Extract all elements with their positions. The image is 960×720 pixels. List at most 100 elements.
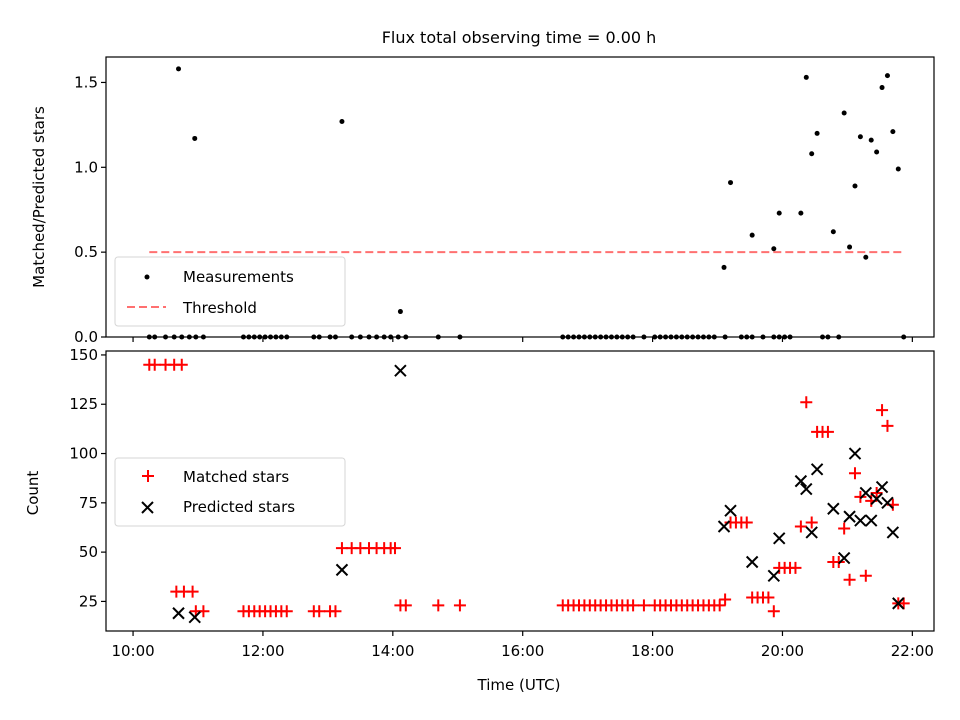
measurement-point	[830, 229, 836, 235]
bottom-y-tick-label: 50	[79, 543, 98, 561]
matched-stars-point	[767, 605, 780, 618]
measurement-point	[879, 85, 885, 91]
top-y-ticks: 0.0 0.5 1.0 1.5	[74, 73, 106, 346]
predicted-stars-point	[717, 520, 731, 533]
matched-stars-point	[713, 599, 726, 612]
matched-stars-point	[719, 593, 732, 606]
measurement-point	[890, 129, 896, 135]
predicted-stars-point	[810, 463, 824, 476]
bottom-x-ticks: 10:00 12:00 14:00 16:00 18:00 20:00 22:00	[111, 631, 934, 660]
measurement-point	[397, 309, 403, 315]
top-y-tick-label: 0.5	[74, 243, 98, 261]
predicted-stars-point	[745, 555, 759, 569]
predicted-stars-point	[335, 563, 349, 577]
legend-measurements-swatch	[144, 274, 150, 280]
top-legend-frame	[114, 256, 346, 327]
matched-stars-point	[870, 486, 883, 499]
measurement-point	[176, 66, 182, 72]
predicted-stars-point	[854, 514, 867, 527]
bottom-axes-frame	[105, 350, 935, 632]
bottom-x-tick-label: 18:00	[631, 642, 674, 660]
matched-stars-point	[832, 555, 845, 568]
bottom-y-ticks: 25 50 75 100 125 150	[69, 346, 106, 610]
matched-stars-point	[821, 425, 834, 438]
bottom-y-tick-label: 150	[69, 346, 98, 364]
measurement-point	[814, 130, 820, 136]
top-panel: 0.0 0.5 1.0 1.5 Matched/Predicted stars Mea…	[30, 56, 935, 346]
bottom-legend-frame	[114, 457, 346, 527]
predicted-stars-point	[773, 532, 786, 545]
matched-stars-point	[881, 419, 894, 432]
matched-stars-point	[175, 358, 188, 371]
matched-stars-point	[789, 561, 802, 574]
legend-predicted-swatch	[141, 501, 154, 514]
bottom-panel: 25 50 75 100 125 150 10:00 12:00 14:00 16:00 18:0…	[24, 346, 935, 694]
predicted-stars-point	[892, 597, 905, 610]
matched-stars-point	[876, 404, 889, 417]
measurement-point	[895, 166, 901, 172]
predicted-stars-point	[886, 526, 900, 539]
bottom-x-tick-label: 20:00	[761, 642, 804, 660]
measurement-point	[847, 244, 853, 250]
bottom-x-tick-label: 10:00	[111, 642, 154, 660]
predicted-stars-point	[843, 510, 856, 523]
predicted-stars-point	[865, 514, 878, 527]
matched-stars-point	[432, 599, 445, 612]
measurement-point	[809, 151, 815, 157]
bottom-x-tick-label: 16:00	[501, 642, 544, 660]
predicted-stars-point	[188, 610, 201, 624]
chart-title: Flux total observing time = 0.00 h	[382, 28, 657, 47]
matched-stars-point	[843, 573, 856, 586]
matched-stars-point	[186, 585, 199, 598]
top-y-tick-label: 1.0	[74, 158, 98, 176]
measurement-point	[868, 137, 874, 143]
predicted-stars-point	[767, 569, 781, 582]
measurement-point	[749, 232, 755, 238]
bottom-y-tick-label: 125	[69, 395, 98, 413]
measurement-point	[874, 149, 880, 155]
measurement-point	[776, 210, 782, 216]
top-y-tick-label: 0.0	[74, 328, 98, 346]
matched-stars-point	[848, 467, 861, 480]
legend-matched-label: Matched stars	[183, 468, 289, 486]
predicted-stars-point	[724, 504, 737, 517]
measurement-point	[852, 183, 858, 189]
bottom-y-tick-label: 75	[79, 494, 98, 512]
legend-predicted-label: Predicted stars	[183, 498, 295, 516]
matched-stars-point	[859, 569, 872, 582]
matched-stars-point	[838, 522, 851, 535]
bottom-y-axis-label: Count	[24, 471, 42, 516]
predicted-stars-point	[794, 474, 808, 488]
matched-stars-point	[805, 516, 818, 529]
bottom-y-tick-label: 100	[69, 445, 98, 463]
bottom-marks	[143, 358, 910, 624]
bottom-x-tick-label: 22:00	[891, 642, 934, 660]
bottom-y-tick-label: 25	[79, 592, 98, 610]
matched-stars-point	[637, 599, 650, 612]
predicted-stars-point	[827, 502, 840, 515]
measurement-point	[841, 110, 847, 116]
matched-stars-point	[329, 605, 342, 618]
legend-measurements-label: Measurements	[183, 268, 294, 286]
top-legend: Measurements Threshold	[114, 256, 346, 327]
matched-stars-point	[453, 599, 466, 612]
matched-stars-point	[627, 599, 640, 612]
bottom-x-tick-label: 14:00	[371, 642, 414, 660]
measurement-point	[192, 135, 198, 141]
top-y-axis-label: Matched/Predicted stars	[30, 106, 48, 288]
bottom-x-tick-label: 12:00	[241, 642, 284, 660]
top-x-ticks	[132, 337, 913, 342]
top-axes-frame	[105, 56, 935, 338]
measurement-point	[728, 180, 734, 186]
predicted-stars-point	[805, 526, 818, 539]
predicted-stars-point	[394, 364, 407, 377]
predicted-stars-point	[848, 447, 862, 460]
measurement-point	[803, 74, 809, 80]
matched-stars-point	[313, 605, 326, 618]
measurement-point	[771, 246, 777, 252]
predicted-stars-point	[870, 492, 883, 506]
matched-stars-point	[740, 516, 753, 529]
predicted-stars-point	[837, 551, 851, 565]
